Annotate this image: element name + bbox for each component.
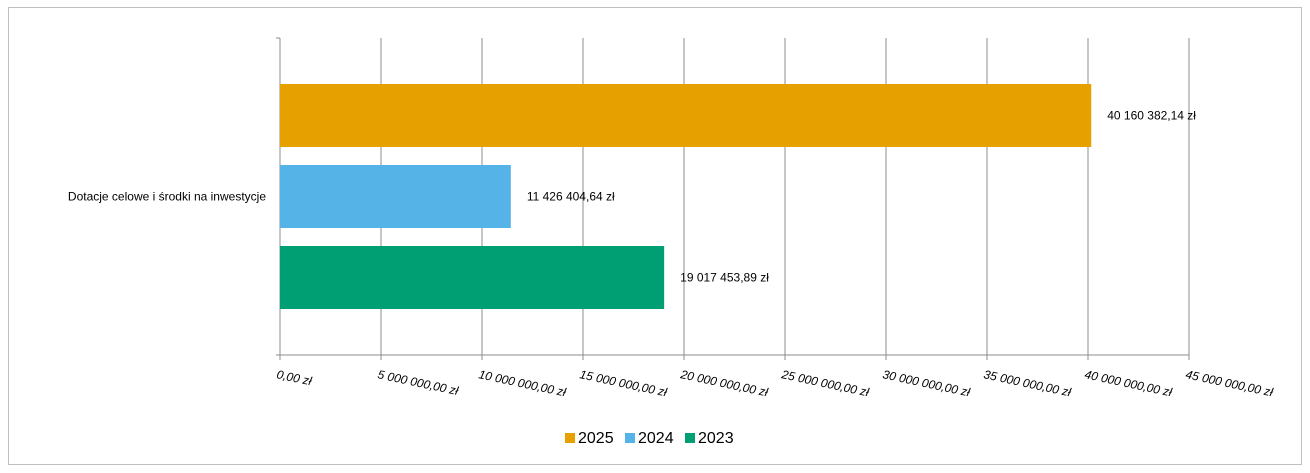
legend-label-2023: 2023 [698, 430, 734, 447]
legend-swatch-2024 [625, 433, 635, 443]
legend-swatch-2023 [685, 433, 695, 443]
bar-2023 [280, 246, 665, 309]
bar-2024 [280, 165, 511, 228]
data-label-2024: 11 426 404,64 zł [527, 190, 615, 204]
data-label-2023: 19 017 453,89 zł [680, 271, 769, 285]
data-label-2025: 40 160 382,14 zł [1107, 109, 1196, 123]
x-tick-label: 0,00 zł [275, 367, 313, 388]
x-tick-label: 40 000 000,00 zł [1083, 367, 1173, 399]
x-tick-label: 20 000 000,00 zł [678, 367, 769, 399]
x-tick-label: 30 000 000,00 zł [881, 367, 971, 399]
x-tick-label: 35 000 000,00 zł [982, 367, 1072, 399]
legend-swatch-2025 [565, 433, 575, 443]
x-tick-label: 45 000 000,00 zł [1184, 367, 1274, 399]
x-tick-label: 25 000 000,00 zł [779, 367, 870, 399]
bar-2025 [280, 84, 1092, 147]
x-tick-label: 10 000 000,00 zł [477, 367, 567, 399]
legend-label-2025: 2025 [578, 430, 614, 447]
x-tick-label: 15 000 000,00 zł [578, 367, 668, 399]
x-tick-label: 5 000 000,00 zł [376, 367, 460, 398]
chart-frame [8, 7, 1302, 465]
legend-label-2024: 2024 [638, 430, 674, 447]
category-label: Dotacje celowe i środki na inwestycje [68, 190, 266, 204]
